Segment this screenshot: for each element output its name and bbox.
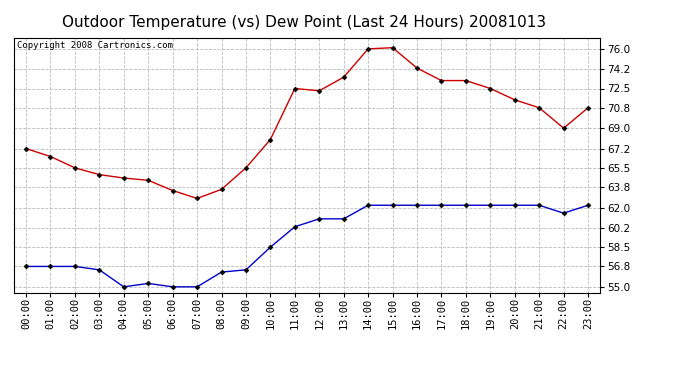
Text: Outdoor Temperature (vs) Dew Point (Last 24 Hours) 20081013: Outdoor Temperature (vs) Dew Point (Last… [61,15,546,30]
Text: Copyright 2008 Cartronics.com: Copyright 2008 Cartronics.com [17,41,172,50]
